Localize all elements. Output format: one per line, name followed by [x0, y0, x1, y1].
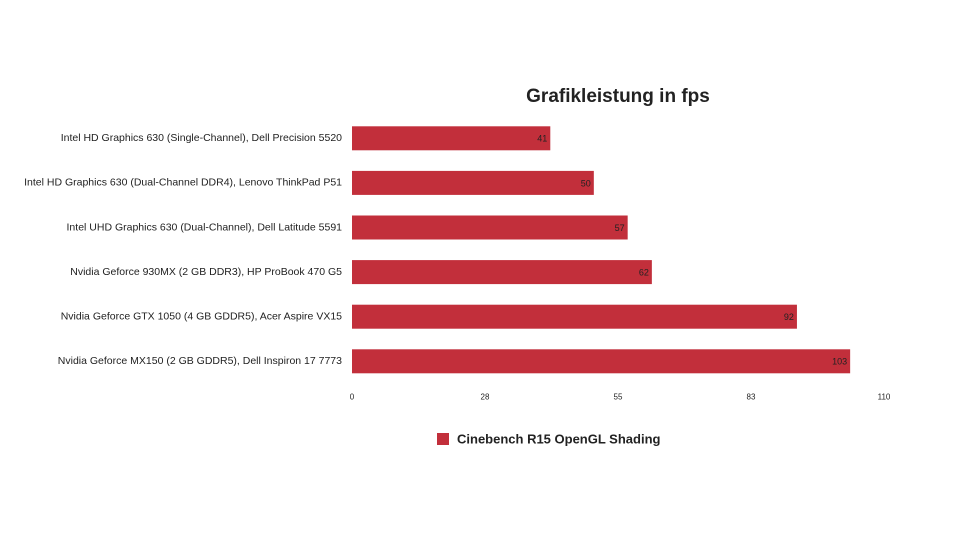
bar — [352, 126, 551, 151]
y-tick-label: Intel HD Graphics 630 (Dual-Channel DDR4… — [24, 177, 342, 189]
x-tick-label: 83 — [747, 393, 756, 402]
chart-title: Grafikleistung in fps — [526, 86, 710, 107]
y-tick-label: Nvidia Geforce MX150 (2 GB GDDR5), Dell … — [58, 355, 342, 367]
bar — [352, 260, 652, 285]
bar — [352, 215, 628, 240]
value-label: 41 — [537, 134, 547, 144]
legend-swatch — [437, 433, 449, 445]
value-label: 57 — [615, 223, 625, 233]
bar — [352, 170, 594, 195]
value-label: 92 — [784, 312, 794, 322]
value-label: 103 — [832, 357, 847, 367]
y-tick-label: Nvidia Geforce GTX 1050 (4 GB GDDR5), Ac… — [61, 310, 342, 322]
y-tick-label: Intel HD Graphics 630 (Single-Channel), … — [61, 132, 342, 144]
value-label: 62 — [639, 267, 649, 277]
x-tick-label: 28 — [481, 393, 490, 402]
y-tick-label: Intel UHD Graphics 630 (Dual-Channel), D… — [67, 221, 343, 233]
bar — [352, 304, 797, 329]
x-tick-label: 110 — [878, 393, 891, 402]
value-label: 50 — [581, 178, 591, 188]
x-tick-label: 55 — [614, 393, 623, 402]
bar — [352, 349, 851, 374]
y-tick-label: Nvidia Geforce 930MX (2 GB DDR3), HP Pro… — [70, 266, 342, 278]
x-tick-label: 0 — [350, 393, 355, 402]
legend-label: Cinebench R15 OpenGL Shading — [457, 431, 661, 446]
